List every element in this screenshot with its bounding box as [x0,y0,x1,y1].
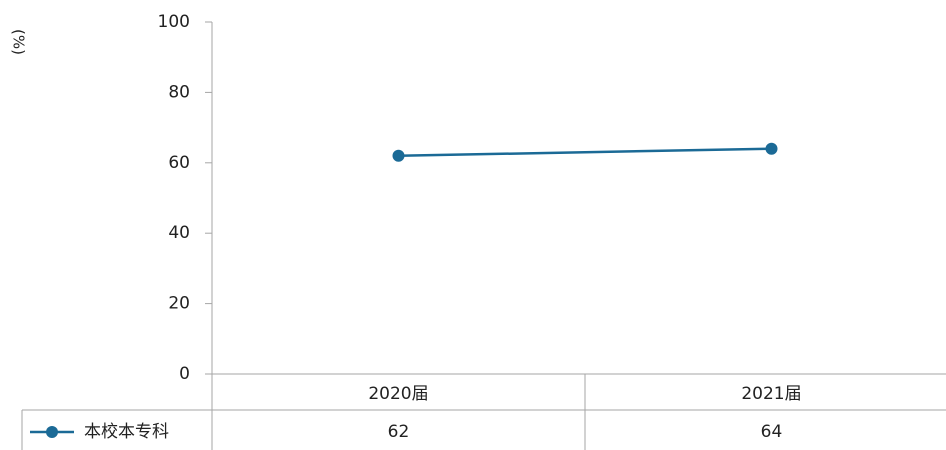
x-tick-label: 2020届 [368,384,428,404]
y-axis-label: (%) [10,29,28,55]
x-tick-label: 2021届 [741,384,801,404]
y-tick-label: 80 [168,82,190,102]
legend-marker [46,426,58,438]
y-tick-label: 60 [168,153,190,173]
table-value: 64 [761,422,783,442]
y-tick-label: 20 [168,294,190,314]
marker [765,142,778,155]
legend-label: 本校本专科 [84,422,169,442]
y-tick-label: 40 [168,223,190,243]
marker [392,149,405,162]
y-tick-label: 0 [179,364,190,384]
line [398,147,772,158]
y-tick-label: 100 [158,12,190,32]
table-value: 62 [388,422,410,442]
